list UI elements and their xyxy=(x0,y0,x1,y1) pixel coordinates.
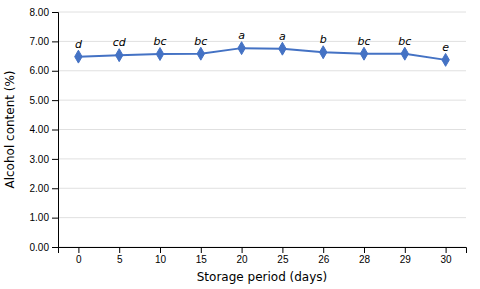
y-tick-mark xyxy=(52,218,58,219)
x-tick: 25 xyxy=(277,247,289,265)
grid-line xyxy=(58,12,466,13)
x-tick-mark xyxy=(405,247,406,253)
point xyxy=(319,46,326,59)
y-tick: 5.00 xyxy=(30,95,58,106)
chart: 0 5 10 15 20 25 26 28 29 30 0.00 1.00 2.00 3.00 4.00 5.… xyxy=(0,0,480,289)
point xyxy=(156,48,163,61)
x-tick: 28 xyxy=(359,247,371,265)
x-tick-label: 25 xyxy=(277,254,289,265)
x-tick-label: 30 xyxy=(441,254,453,265)
grid-line xyxy=(58,70,466,71)
x-tick-mark xyxy=(282,247,283,253)
x-tick-mark xyxy=(119,247,120,253)
y-tick-label: 3.00 xyxy=(30,154,50,165)
annotation: a xyxy=(238,29,245,42)
point xyxy=(442,53,449,66)
x-tick: 15 xyxy=(196,247,208,265)
point xyxy=(238,42,245,55)
y-tick-mark xyxy=(52,247,58,248)
x-tick-label: 10 xyxy=(155,254,167,265)
y-tick-mark xyxy=(52,159,58,160)
y-tick-label: 0.00 xyxy=(30,242,50,253)
y-axis-title: Alcohol content (%) xyxy=(3,70,17,188)
x-tick: 29 xyxy=(400,247,412,265)
annotation: b xyxy=(320,33,327,46)
x-tick-mark xyxy=(201,247,202,253)
y-tick: 3.00 xyxy=(30,154,58,165)
y-tick: 1.00 xyxy=(30,212,58,223)
annotation: cd xyxy=(113,36,127,49)
y-axis: 0.00 1.00 2.00 3.00 4.00 5.00 6.00 7.00 8.00 xyxy=(30,7,59,253)
y-tick: 6.00 xyxy=(30,65,58,76)
y-tick: 0.00 xyxy=(30,242,58,253)
grid xyxy=(58,12,466,247)
y-tick: 8.00 xyxy=(30,7,58,18)
x-axis-line xyxy=(59,248,467,254)
annotation: d xyxy=(75,38,83,51)
x-tick-label: 0 xyxy=(76,254,82,265)
annotations: d cd bc bc a a b bc bc e xyxy=(75,29,449,54)
grid-line xyxy=(58,217,466,218)
y-tick-label: 5.00 xyxy=(30,95,50,106)
x-tick: 5 xyxy=(117,247,123,265)
x-tick-mark xyxy=(323,247,324,253)
x-axis: 0 5 10 15 20 25 26 28 29 30 xyxy=(59,247,467,265)
x-tick: 10 xyxy=(155,247,167,265)
x-tick: 30 xyxy=(441,247,453,265)
point xyxy=(360,47,367,60)
point xyxy=(279,42,286,55)
x-tick-mark xyxy=(364,247,365,253)
y-tick-label: 2.00 xyxy=(30,183,50,194)
x-tick-mark xyxy=(78,247,79,253)
grid-line xyxy=(58,129,466,130)
x-tick-label: 15 xyxy=(196,254,208,265)
x-tick: 20 xyxy=(237,247,249,265)
x-tick-mark xyxy=(160,247,161,253)
annotation: bc xyxy=(153,35,166,48)
x-tick: 26 xyxy=(318,247,330,265)
series xyxy=(75,42,450,67)
x-tick-label: 26 xyxy=(318,254,330,265)
annotation: a xyxy=(279,30,286,43)
plot-area: 0 5 10 15 20 25 26 28 29 30 0.00 1.00 2.00 3.00 4.00 5.… xyxy=(30,7,467,265)
point xyxy=(75,50,82,63)
point xyxy=(115,49,122,62)
x-tick-label: 28 xyxy=(359,254,371,265)
point xyxy=(197,47,204,60)
annotation: bc xyxy=(194,35,207,48)
grid-line xyxy=(58,100,466,101)
annotation: e xyxy=(442,41,449,54)
y-tick-label: 7.00 xyxy=(30,36,50,47)
x-axis-title: Storage period (days) xyxy=(197,270,328,284)
grid-line xyxy=(58,158,466,159)
y-tick: 2.00 xyxy=(30,183,58,194)
x-tick: 0 xyxy=(76,247,82,265)
annotation: bc xyxy=(398,35,411,48)
x-tick-mark xyxy=(242,247,243,253)
point xyxy=(401,47,408,60)
x-tick-label: 29 xyxy=(400,254,412,265)
y-tick-mark xyxy=(52,12,58,13)
x-tick-label: 5 xyxy=(117,254,123,265)
x-tick-label: 20 xyxy=(237,254,249,265)
annotation: bc xyxy=(357,35,370,48)
y-axis-line xyxy=(52,13,59,248)
y-tick-mark xyxy=(52,130,58,131)
y-tick-label: 1.00 xyxy=(30,212,50,223)
y-tick-label: 4.00 xyxy=(30,124,50,135)
y-tick-mark xyxy=(52,71,58,72)
x-tick-mark xyxy=(446,247,447,253)
y-tick: 4.00 xyxy=(30,124,58,135)
y-tick: 7.00 xyxy=(30,36,58,47)
y-tick-mark xyxy=(52,100,58,101)
line xyxy=(78,48,445,60)
y-tick-mark xyxy=(52,188,58,189)
y-tick-label: 6.00 xyxy=(30,65,50,76)
grid-line xyxy=(58,188,466,189)
y-tick-label: 8.00 xyxy=(30,7,50,18)
y-tick-mark xyxy=(52,41,58,42)
